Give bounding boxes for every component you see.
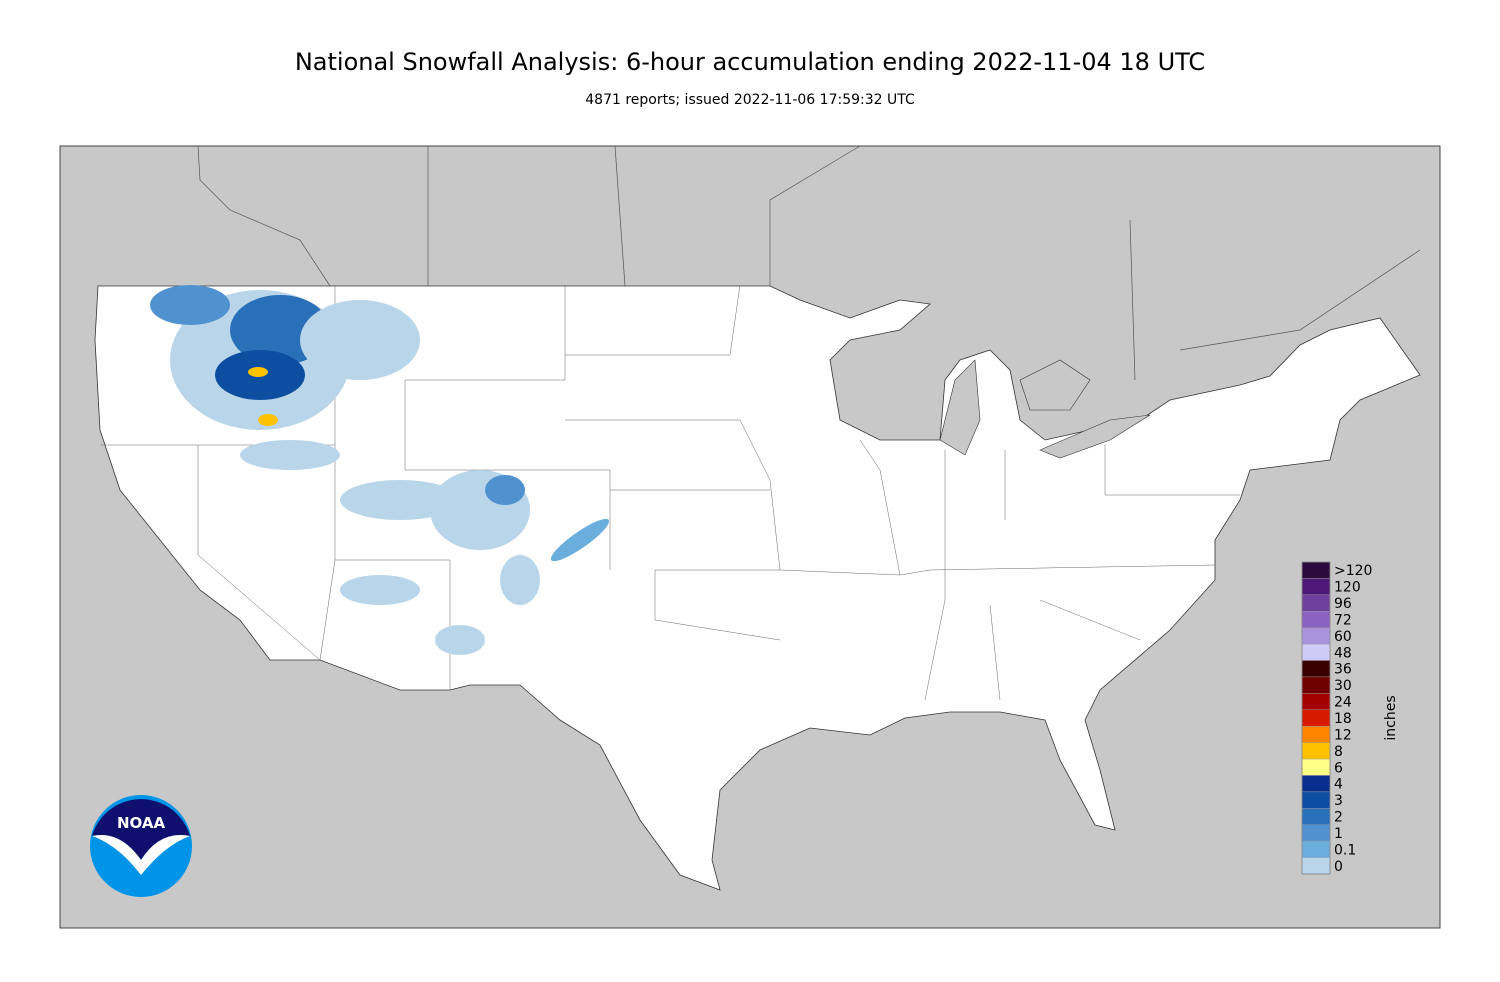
state-line xyxy=(197,445,321,661)
lake-huron xyxy=(1019,359,1091,411)
legend-label: 8 xyxy=(1334,744,1343,760)
logo-bird xyxy=(92,835,190,875)
legend-swatch xyxy=(1301,561,1331,579)
legend-swatch xyxy=(1301,611,1331,628)
legend-swatch xyxy=(1301,676,1331,694)
border-line xyxy=(197,145,331,287)
legend-label: 0.1 xyxy=(1334,842,1356,858)
legend-label: >120 xyxy=(1334,563,1372,579)
border-line xyxy=(614,145,626,287)
subtitle: 4871 reports; issued 2022-11-06 17:59:32… xyxy=(585,92,915,108)
legend-label: 30 xyxy=(1334,678,1352,694)
legend-label: 1 xyxy=(1334,826,1343,842)
state-line xyxy=(565,284,741,356)
legend-label: 6 xyxy=(1334,760,1343,776)
legend-label: 24 xyxy=(1334,695,1352,711)
legend-swatch xyxy=(1301,643,1331,661)
logo-top xyxy=(92,799,190,860)
legend-swatch xyxy=(1301,742,1331,760)
legend-swatch xyxy=(1301,594,1331,612)
border-line xyxy=(769,145,861,286)
legend-label: 2 xyxy=(1334,810,1343,826)
legend-swatch xyxy=(1301,726,1331,743)
legend-unit: inches xyxy=(1383,695,1399,740)
legend-swatch xyxy=(1301,808,1331,825)
snow-area xyxy=(435,625,485,655)
border-line xyxy=(1179,249,1421,351)
legend-frame xyxy=(1301,561,1331,875)
border-line xyxy=(1129,219,1136,381)
lake-michigan xyxy=(939,359,981,456)
noaa-logo: NOAA xyxy=(90,795,192,897)
legend-swatch xyxy=(1301,824,1331,842)
legend-swatch xyxy=(1301,578,1331,596)
state-line xyxy=(989,604,1001,701)
legend-swatch xyxy=(1301,840,1331,858)
legend-label: 12 xyxy=(1334,727,1352,743)
state-line xyxy=(1104,445,1240,496)
state-line xyxy=(1039,599,1141,641)
legend-swatch xyxy=(1301,775,1331,793)
legend-swatch xyxy=(1301,791,1331,809)
legend-swatch xyxy=(1301,758,1331,776)
legend-swatch xyxy=(1301,857,1331,875)
legend-label: 4 xyxy=(1334,777,1343,793)
state-line xyxy=(859,439,901,576)
lake-erie xyxy=(1039,414,1151,459)
legend-label: 120 xyxy=(1334,580,1361,596)
legend-swatch xyxy=(1301,627,1331,645)
legend-label: 48 xyxy=(1334,645,1352,661)
snow-area xyxy=(240,440,340,470)
legend-swatch xyxy=(1301,709,1331,727)
map xyxy=(59,145,1441,929)
state-line xyxy=(924,450,946,701)
legend-label: 72 xyxy=(1334,612,1352,628)
legend-label: 36 xyxy=(1334,662,1352,678)
legend-swatch xyxy=(1301,660,1331,678)
snow-area xyxy=(500,555,540,605)
legend-label: 60 xyxy=(1334,629,1352,645)
snowfall xyxy=(150,285,610,655)
legend-label: 3 xyxy=(1334,793,1343,809)
state-lines xyxy=(100,284,1240,701)
legend-label: 0 xyxy=(1334,859,1343,875)
snow-area xyxy=(340,575,420,605)
snow-area xyxy=(150,285,230,325)
snow-area xyxy=(300,300,420,380)
logo-text: NOAA xyxy=(117,814,166,832)
state-line xyxy=(779,564,1216,576)
state-line xyxy=(405,285,566,381)
snow-area xyxy=(258,414,278,426)
legend-label: 96 xyxy=(1334,596,1352,612)
legend-swatch xyxy=(1301,693,1331,710)
state-line xyxy=(404,380,611,570)
snow-area xyxy=(248,367,268,377)
snow-area xyxy=(550,518,610,562)
snow-area xyxy=(485,475,525,505)
legend-label: 18 xyxy=(1334,711,1352,727)
title: National Snowfall Analysis: 6-hour accum… xyxy=(295,48,1205,76)
